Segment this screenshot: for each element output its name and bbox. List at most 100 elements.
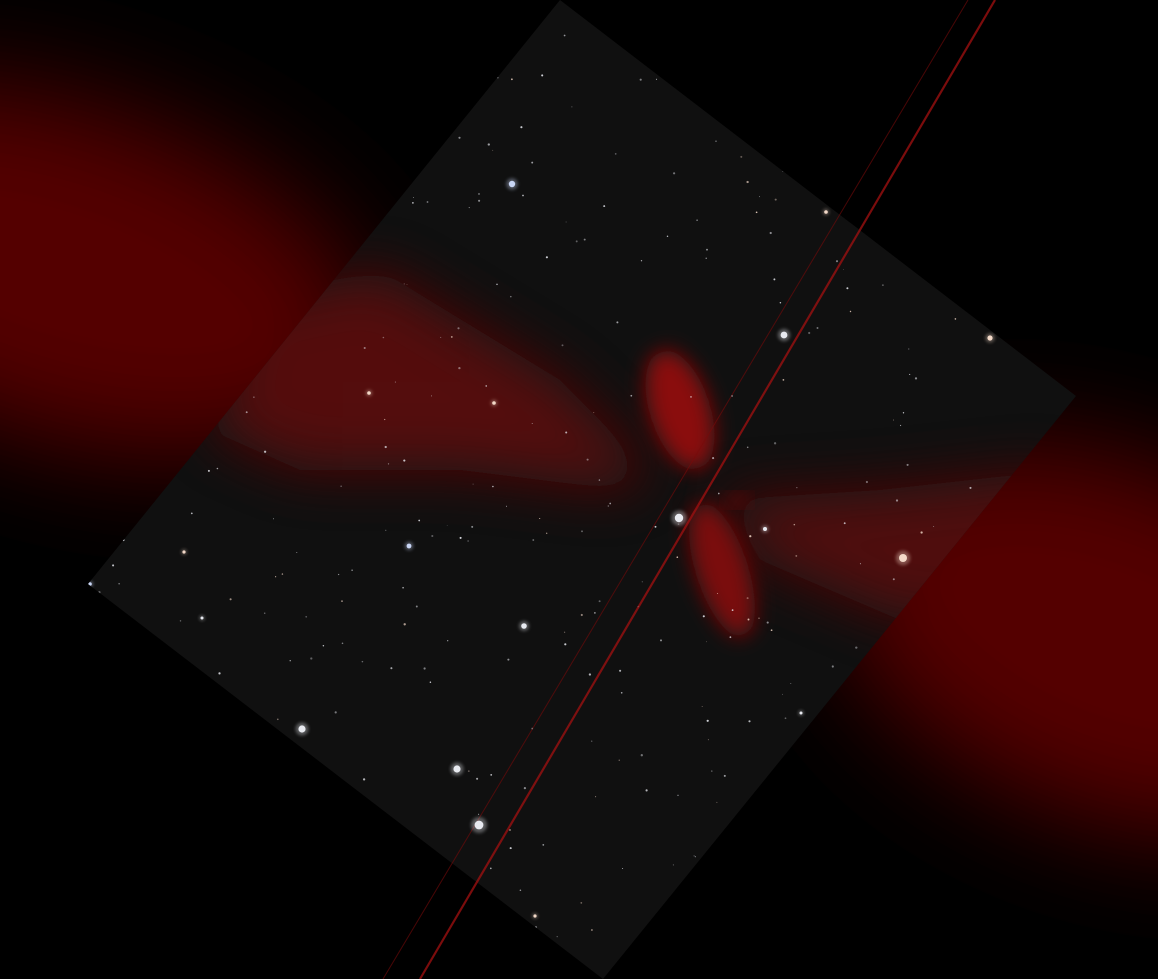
faint-star (581, 530, 583, 533)
faint-star (696, 219, 698, 222)
faint-star (556, 936, 558, 938)
faint-star (485, 385, 487, 387)
faint-star (458, 136, 461, 139)
faint-star (216, 467, 219, 470)
faint-star (487, 143, 490, 146)
faint-star (426, 201, 429, 203)
faint-star (415, 605, 418, 608)
faint-star (598, 600, 601, 603)
faint-star (640, 754, 643, 757)
faint-star (447, 640, 449, 642)
faint-star (310, 657, 313, 660)
faint-star (468, 207, 470, 209)
faint-star (920, 531, 923, 534)
faint-star (609, 502, 612, 505)
faint-star (616, 321, 619, 324)
faint-star (253, 396, 255, 398)
faint-star (900, 424, 902, 427)
faint-star (816, 327, 819, 329)
faint-star (707, 739, 709, 741)
faint-star (245, 411, 248, 414)
nebula-lobe-left (210, 270, 650, 490)
faint-star (542, 843, 545, 846)
faint-star (340, 485, 342, 487)
faint-star (908, 348, 910, 350)
faint-star (909, 373, 911, 375)
faint-star (705, 257, 707, 259)
faint-star (729, 636, 732, 639)
faint-star (406, 284, 408, 285)
faint-star (490, 773, 493, 776)
faint-star (759, 196, 760, 198)
faint-star (892, 578, 895, 581)
faint-star (478, 813, 480, 815)
star (508, 180, 516, 188)
faint-star (690, 396, 692, 398)
faint-star (969, 486, 972, 489)
faint-star (476, 777, 479, 780)
faint-star (855, 646, 858, 649)
faint-star (507, 658, 510, 661)
faint-star (519, 889, 522, 892)
faint-star (620, 691, 623, 694)
faint-star (362, 778, 366, 781)
faint-star (758, 617, 760, 619)
faint-star (467, 540, 469, 542)
faint-star (418, 519, 421, 522)
faint-star (546, 532, 548, 534)
faint-star (478, 193, 480, 195)
faint-star (385, 529, 387, 531)
faint-star (387, 463, 390, 465)
faint-star (471, 525, 474, 528)
faint-star (895, 499, 899, 502)
faint-star (361, 660, 364, 663)
faint-star (511, 78, 513, 81)
faint-star (384, 418, 386, 421)
faint-star (586, 458, 589, 461)
faint-star (492, 485, 494, 488)
faint-star (275, 576, 277, 578)
faint-star (509, 829, 511, 831)
faint-star (645, 789, 648, 792)
faint-star (590, 929, 593, 931)
faint-star (459, 536, 462, 539)
faint-star (179, 620, 182, 622)
faint-star (112, 564, 115, 567)
faint-star (523, 786, 527, 790)
field-panel (88, 0, 1076, 979)
faint-star (716, 801, 718, 803)
faint-star (677, 523, 680, 525)
faint-star (478, 199, 481, 202)
faint-star (773, 442, 777, 445)
faint-star (412, 202, 414, 204)
faint-star (545, 256, 548, 259)
faint-star (865, 480, 868, 484)
faint-star (431, 534, 434, 538)
outer-glow-right (823, 438, 1158, 842)
faint-star (701, 705, 703, 708)
star (987, 335, 993, 341)
faint-star (520, 126, 523, 129)
faint-star (531, 161, 534, 164)
star (521, 623, 527, 629)
spike-line-thin (382, 0, 969, 979)
faint-star (296, 552, 298, 554)
faint-star (717, 593, 719, 594)
faint-star (796, 487, 798, 489)
faint-star (341, 600, 343, 602)
faint-star (795, 554, 798, 557)
faint-star (457, 327, 460, 330)
star (674, 513, 684, 523)
faint-star (580, 901, 583, 904)
faint-star (561, 344, 564, 347)
faint-star (766, 621, 769, 624)
faint-star (390, 667, 393, 670)
faint-star (637, 606, 639, 608)
faint-star (790, 682, 792, 684)
faint-star (207, 469, 210, 472)
star (298, 725, 306, 733)
faint-star (263, 450, 267, 453)
faint-star (322, 644, 325, 647)
faint-star (413, 197, 415, 199)
faint-star (793, 523, 796, 526)
